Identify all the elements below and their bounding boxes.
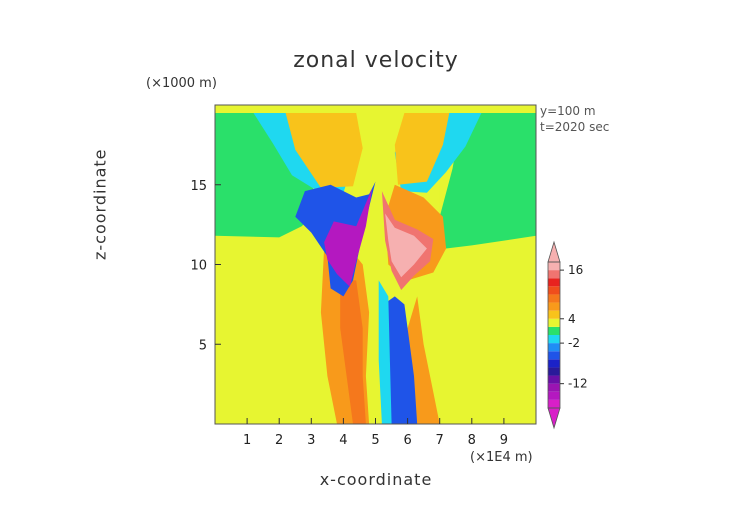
colorbar-level-6 [548,351,560,360]
colorbar-tick-label: 16 [568,263,583,277]
colorbar-tick-label: -12 [568,377,588,391]
contour-region-pink-right-core [385,213,427,278]
colorbar-level-5 [548,359,560,368]
y-unit-label: (×1000 m) [146,76,217,91]
y-tick-label: 5 [199,338,207,353]
contour-region-blue-center-column [383,296,418,424]
colorbar-level-11 [548,310,560,319]
x-tick-label: 5 [371,433,379,448]
colorbar-arrow-bottom [547,407,561,430]
colorbar-level-12 [548,302,560,311]
colorbar-level-17 [548,262,560,271]
colorbar-level-1 [548,391,560,400]
contour-region-deep-orange-left-column [340,280,366,424]
chart-title: zonal velocity [293,48,459,73]
colorbar-level-10 [548,318,560,327]
annotation-time: t=2020 sec [540,120,610,134]
colorbar-level-15 [548,278,560,287]
x-axis-label: x-coordinate [319,470,433,489]
contour-region-orange-left-high [285,113,363,188]
colorbar-level-9 [548,326,560,335]
colorbar-level-14 [548,286,560,295]
contour-region-orange-right-high [394,113,450,185]
y-tick-label: 15 [190,179,207,194]
annotation-y: y=100 m [540,104,596,118]
x-tick-label: 8 [468,433,476,448]
x-tick-label: 1 [243,433,251,448]
x-unit-label: (×1E4 m) [470,450,533,465]
x-tick-label: 2 [275,433,283,448]
colorbar-level-4 [548,367,560,376]
y-tick-label: 10 [190,259,207,274]
colorbar-tick-label: -2 [568,336,580,350]
contour-region-cyan-center-column [378,280,392,424]
colorbar-level-16 [548,270,560,279]
contour-region-orange-right-column [407,296,440,424]
contour-region-yellow [215,113,536,424]
x-tick-label: 7 [436,433,444,448]
colorbar-level-0 [548,399,560,408]
colorbar-arrow-top [547,240,561,263]
colorbar-level-7 [548,343,560,352]
x-tick-label: 3 [307,433,315,448]
colorbar-level-13 [548,294,560,303]
colorbar-frame [547,261,561,409]
colorbar-level-2 [548,383,560,392]
x-tick-label: 9 [500,433,508,448]
colorbar-tick-label: 4 [568,312,576,326]
colorbar-level-3 [548,375,560,384]
colorbar-level-8 [548,335,560,344]
x-tick-label: 4 [339,433,347,448]
contour-region-magenta-left-core [324,187,373,287]
x-tick-label: 6 [403,433,411,448]
